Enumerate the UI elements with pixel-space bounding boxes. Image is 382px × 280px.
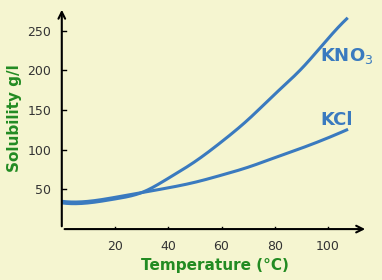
Text: KNO$_3$: KNO$_3$ <box>320 46 374 66</box>
Text: KCl: KCl <box>320 111 353 129</box>
Y-axis label: Solubility g/l: Solubility g/l <box>7 64 22 172</box>
X-axis label: Temperature (°C): Temperature (°C) <box>141 258 289 273</box>
